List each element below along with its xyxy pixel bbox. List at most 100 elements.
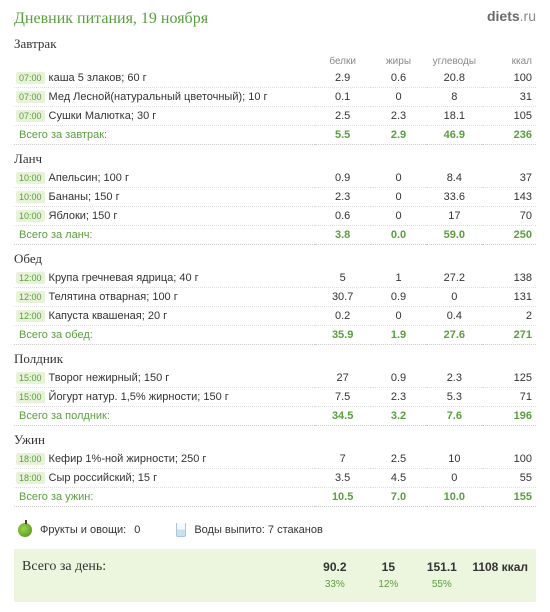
food-name: Мед Лесной(натуральный цветочный); 10 г	[49, 91, 268, 103]
kcal-value: 143	[482, 188, 536, 207]
fat-value: 0	[371, 88, 427, 107]
protein-value: 0.2	[315, 307, 371, 326]
day-total: Всего за день: 90.2 15 151.1 1108 ккал 3…	[14, 549, 536, 602]
food-row: 15:00 Йогурт натур. 1,5% жирности; 150 г 7…	[14, 388, 536, 407]
protein-value: 0.1	[315, 88, 371, 107]
protein-value: 7.5	[315, 388, 371, 407]
meal-title: Ужин	[14, 432, 536, 448]
time-badge: 12:00	[16, 310, 45, 322]
time-badge: 07:00	[16, 110, 45, 122]
fruits-label: Фрукты и овощи:	[40, 524, 126, 536]
food-name: Творог нежирный; 150 г	[49, 372, 170, 384]
protein-value: 0.9	[315, 169, 371, 188]
meal-total-kcal: 271	[482, 326, 536, 345]
meal-total-kcal: 155	[482, 488, 536, 507]
meal-total-fat: 1.9	[371, 326, 427, 345]
protein-value: 30.7	[315, 288, 371, 307]
fat-value: 0.9	[371, 369, 427, 388]
meal-total-protein: 10.5	[315, 488, 371, 507]
carbs-value: 17	[426, 207, 482, 226]
food-row: 07:00Сушки Малютка; 30 г2.52.318.1105	[14, 107, 536, 126]
meal-title: Завтрак	[14, 36, 536, 52]
meal-title: Ланч	[14, 151, 536, 167]
fat-value: 2.3	[371, 388, 427, 407]
protein-value: 2.9	[315, 69, 371, 88]
day-total-fat-pct: 12%	[362, 577, 416, 592]
kcal-value: 55	[482, 469, 536, 488]
kcal-value: 125	[482, 369, 536, 388]
protein-value: 2.3	[315, 188, 371, 207]
meal-total-carbs: 7.6	[426, 407, 482, 426]
time-badge: 15:00	[16, 391, 45, 403]
kcal-value: 31	[482, 88, 536, 107]
food-row: 12:00Крупа гречневая ядрица; 40 г5127.21…	[14, 269, 536, 288]
summary-bar: Фрукты и овощи: 0 Воды выпито: 7 стакано…	[14, 517, 536, 543]
carbs-value: 8.4	[426, 169, 482, 188]
glass-icon	[176, 523, 186, 537]
col-carbs: углеводы	[426, 54, 482, 69]
food-row: 18:00Кефир 1%-ной жирности; 250 г72.5101…	[14, 450, 536, 469]
meal-table: 12:00Крупа гречневая ядрица; 40 г5127.21…	[14, 269, 536, 345]
protein-value: 3.5	[315, 469, 371, 488]
food-row: 15:00Творог нежирный; 150 г270.92.3125	[14, 369, 536, 388]
food-name: Йогурт натур. 1,5% жирности; 150 г	[49, 391, 229, 403]
food-name: Телятина отварная; 100 г	[49, 291, 178, 303]
protein-value: 2.5	[315, 107, 371, 126]
meal-total-carbs: 59.0	[426, 226, 482, 245]
apple-icon	[18, 523, 32, 537]
fat-value: 0.6	[371, 69, 427, 88]
carbs-value: 2.3	[426, 369, 482, 388]
time-badge: 07:00	[16, 72, 45, 84]
col-fat: жиры	[371, 54, 427, 69]
meal-total-fat: 2.9	[371, 126, 427, 145]
meal-total-carbs: 27.6	[426, 326, 482, 345]
meal-table: белкижирыуглеводыккал07:00каша 5 злаков;…	[14, 54, 536, 145]
meal-total-protein: 3.8	[315, 226, 371, 245]
fat-value: 0	[371, 188, 427, 207]
protein-value: 0.6	[315, 207, 371, 226]
meal-total-kcal: 236	[482, 126, 536, 145]
meal-total-kcal: 196	[482, 407, 536, 426]
day-total-kcal: 1108 ккал	[469, 557, 530, 577]
col-protein: белки	[315, 54, 371, 69]
food-row: 07:00 Мед Лесной(натуральный цветочный); …	[14, 88, 536, 107]
meal-title: Обед	[14, 251, 536, 267]
meal-total-carbs: 46.9	[426, 126, 482, 145]
time-badge: 18:00	[16, 453, 45, 465]
carbs-value: 27.2	[426, 269, 482, 288]
meal-total-kcal: 250	[482, 226, 536, 245]
kcal-value: 70	[482, 207, 536, 226]
time-badge: 10:00	[16, 210, 45, 222]
day-total-fat: 15	[362, 557, 416, 577]
fat-value: 0	[371, 207, 427, 226]
day-total-carbs: 151.1	[415, 557, 469, 577]
meal-total-fat: 0.0	[371, 226, 427, 245]
carbs-value: 0.4	[426, 307, 482, 326]
protein-value: 7	[315, 450, 371, 469]
carbs-value: 10	[426, 450, 482, 469]
day-total-carbs-pct: 55%	[415, 577, 469, 592]
carbs-value: 33.6	[426, 188, 482, 207]
food-row: 07:00каша 5 злаков; 60 г2.90.620.8100	[14, 69, 536, 88]
food-name: Капуста квашеная; 20 г	[49, 310, 168, 322]
fat-value: 2.5	[371, 450, 427, 469]
meal-total-fat: 7.0	[371, 488, 427, 507]
meal-total-protein: 34.5	[315, 407, 371, 426]
meal-total-row: Всего за обед:35.91.927.6271	[14, 326, 536, 345]
meal-total-protein: 5.5	[315, 126, 371, 145]
fat-value: 1	[371, 269, 427, 288]
protein-value: 27	[315, 369, 371, 388]
food-name: Бананы; 150 г	[49, 191, 120, 203]
kcal-value: 138	[482, 269, 536, 288]
carbs-value: 18.1	[426, 107, 482, 126]
fruits-value: 0	[134, 524, 140, 536]
fat-value: 0.9	[371, 288, 427, 307]
time-badge: 07:00	[16, 91, 45, 103]
time-badge: 12:00	[16, 291, 45, 303]
kcal-value: 71	[482, 388, 536, 407]
kcal-value: 100	[482, 450, 536, 469]
meal-table: 15:00Творог нежирный; 150 г270.92.312515…	[14, 369, 536, 426]
fat-value: 2.3	[371, 107, 427, 126]
food-row: 10:00Яблоки; 150 г0.601770	[14, 207, 536, 226]
food-name: каша 5 злаков; 60 г	[49, 72, 147, 84]
